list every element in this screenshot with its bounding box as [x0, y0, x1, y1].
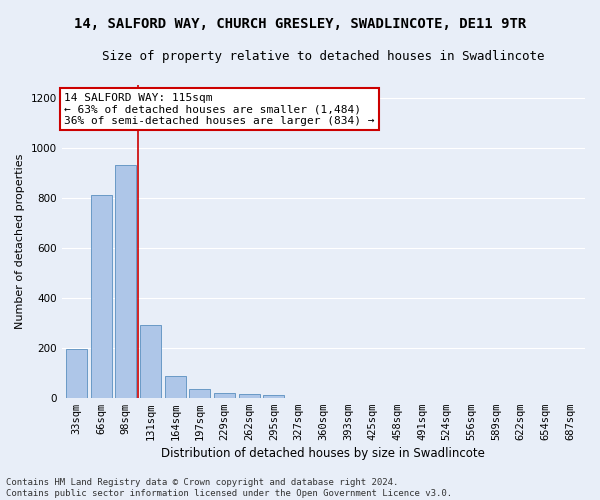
Bar [239, 394, 260, 398]
Text: Contains HM Land Registry data © Crown copyright and database right 2024.
Contai: Contains HM Land Registry data © Crown c… [6, 478, 452, 498]
Bar [115, 165, 136, 398]
Bar [66, 349, 87, 398]
Y-axis label: Number of detached properties: Number of detached properties [15, 154, 25, 329]
X-axis label: Distribution of detached houses by size in Swadlincote: Distribution of detached houses by size … [161, 447, 485, 460]
Text: 14 SALFORD WAY: 115sqm
← 63% of detached houses are smaller (1,484)
36% of semi-: 14 SALFORD WAY: 115sqm ← 63% of detached… [64, 93, 375, 126]
Bar [165, 376, 186, 398]
Bar [263, 394, 284, 398]
Bar [140, 325, 161, 398]
Title: Size of property relative to detached houses in Swadlincote: Size of property relative to detached ho… [102, 50, 545, 63]
Text: 14, SALFORD WAY, CHURCH GRESLEY, SWADLINCOTE, DE11 9TR: 14, SALFORD WAY, CHURCH GRESLEY, SWADLIN… [74, 18, 526, 32]
Bar [190, 389, 211, 398]
Bar [91, 195, 112, 398]
Bar [214, 392, 235, 398]
